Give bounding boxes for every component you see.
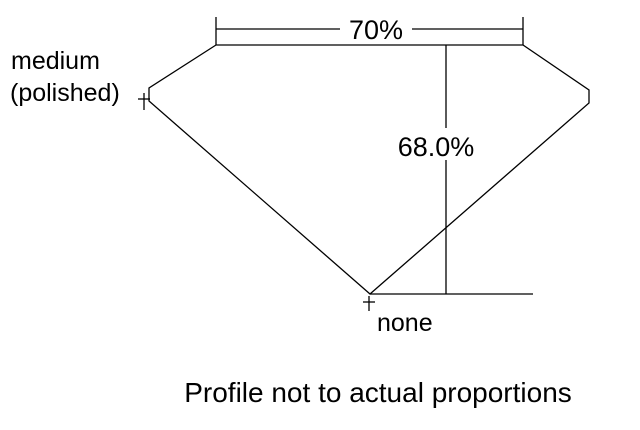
girdle-label-line1: medium — [11, 47, 100, 75]
table-percentage-label: 70% — [349, 15, 403, 45]
culet-label: none — [377, 309, 433, 337]
caption: Profile not to actual proportions — [184, 377, 572, 408]
diamond-outline — [148, 44, 590, 295]
girdle-label-line2: (polished) — [10, 79, 120, 107]
depth-percentage-label: 68.0% — [398, 132, 475, 162]
